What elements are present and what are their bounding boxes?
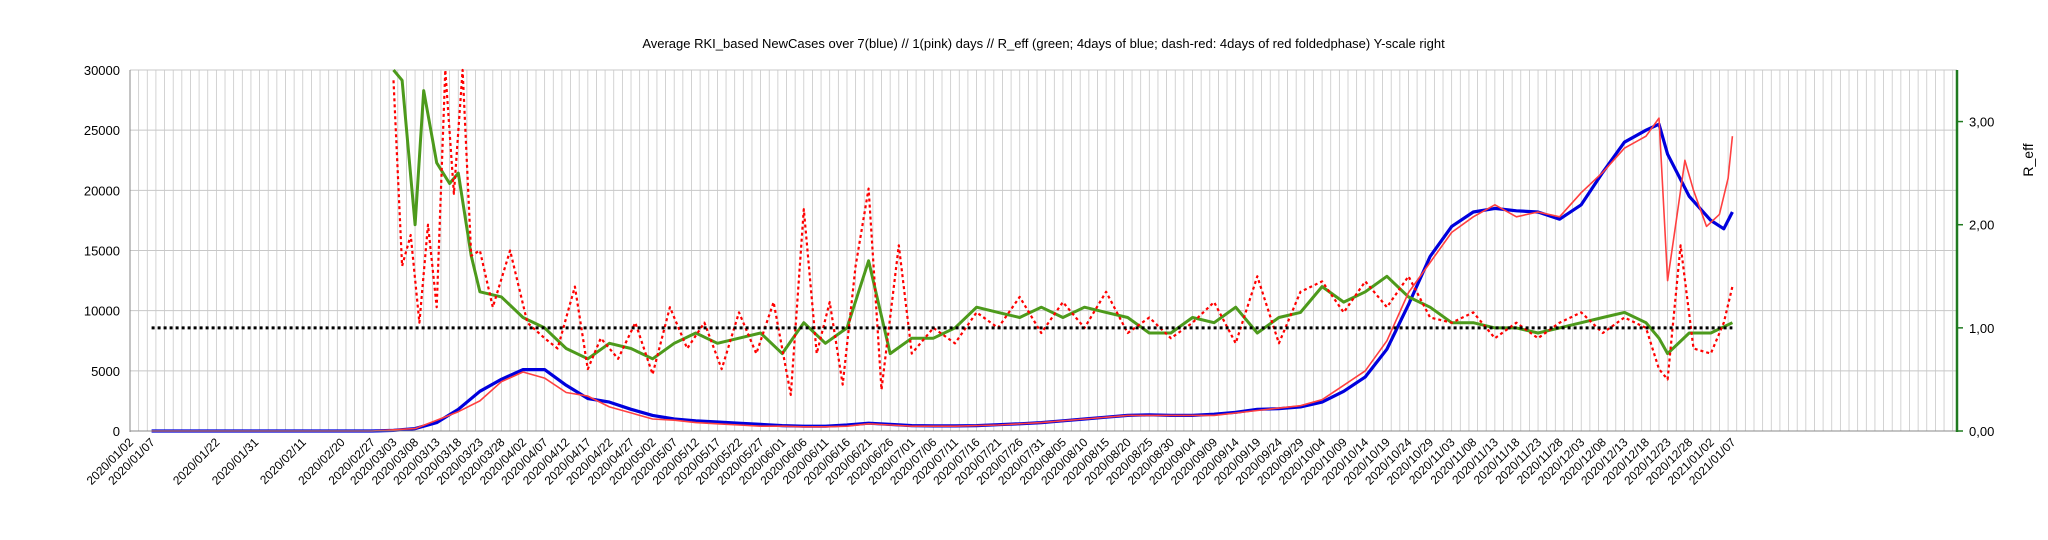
series-line-2 — [392, 69, 1734, 361]
grid — [129, 69, 1957, 432]
y-axis-left-ticks: 0 5000 10000 15000 20000 25000 30000 — [84, 63, 120, 439]
y2-tick-label: 2,00 — [1969, 218, 1994, 233]
y-axis-right-ticks: 0,00 1,00 2,00 3,00 — [1957, 115, 1994, 439]
y-tick-label: 0 — [113, 424, 120, 439]
y2-axis-title: R_eff — [2020, 143, 2036, 176]
series-line-1 — [151, 117, 1734, 432]
y2-tick-label: 0,00 — [1969, 424, 1994, 439]
y2-tick-label: 3,00 — [1969, 115, 1994, 130]
axes — [129, 70, 1959, 432]
y-tick-label: 20000 — [84, 183, 120, 198]
y-tick-label: 10000 — [84, 304, 120, 319]
y-tick-label: 30000 — [84, 63, 120, 78]
y-tick-label: 15000 — [84, 244, 120, 259]
y-tick-label: 25000 — [84, 123, 120, 138]
series-layer — [151, 68, 1734, 433]
y2-tick-label: 1,00 — [1969, 321, 1994, 336]
chart-title: Average RKI_based NewCases over 7(blue) … — [642, 36, 1445, 51]
y-tick-label: 5000 — [91, 364, 120, 379]
series-line-3 — [392, 68, 1734, 396]
